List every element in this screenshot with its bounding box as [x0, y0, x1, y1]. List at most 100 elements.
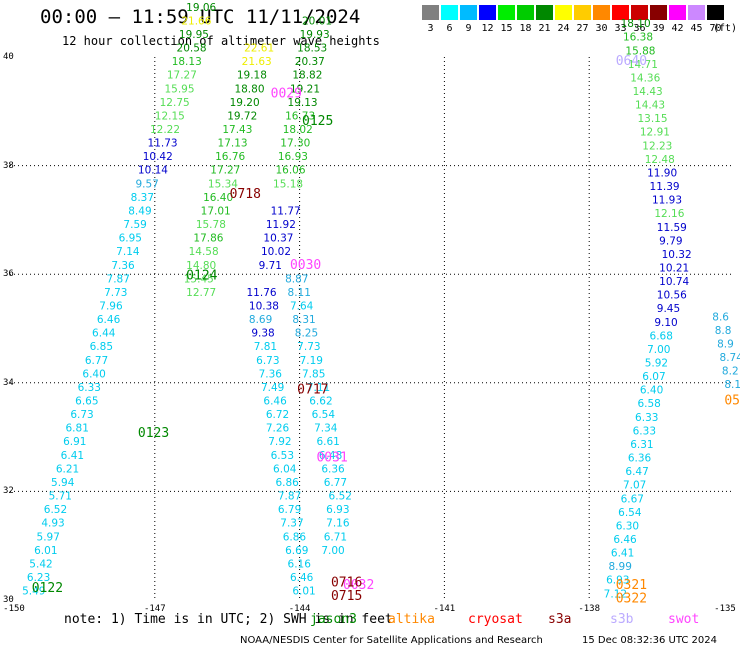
wave-height-value: 15.78 — [196, 219, 226, 231]
legend-swatch — [688, 5, 705, 20]
wave-height-value: 7.19 — [300, 355, 323, 367]
wave-height-value: 7.00 — [321, 545, 344, 557]
satellite-s3b: s3b — [610, 612, 634, 627]
wave-height-value: 11.77 — [271, 205, 301, 217]
wave-height-value: 17.43 — [222, 124, 252, 136]
wave-height-value: 6.54 — [618, 507, 642, 519]
lat-tick-label: 36 — [3, 269, 14, 280]
wave-height-value: 19.21 — [290, 83, 320, 95]
wave-height-value: 6.52 — [44, 504, 67, 516]
wave-height-value: 19.20 — [230, 97, 260, 109]
wave-height-value: 7.85 — [302, 368, 325, 380]
legend-label: 24 — [557, 23, 570, 34]
wave-height-value: 10.56 — [657, 290, 687, 302]
credit-line: NOAA/NESDIS Center for Satellite Applica… — [240, 635, 543, 646]
wave-height-value: 8.69 — [249, 314, 272, 326]
legend-label: 6 — [446, 23, 453, 34]
wave-height-value: 6.33 — [633, 425, 656, 437]
wave-height-value: 6.58 — [637, 398, 660, 410]
wave-height-value: 12.23 — [642, 140, 672, 152]
wave-height-value: 9.79 — [659, 235, 682, 247]
wave-height-value: 7.36 — [111, 260, 135, 272]
wave-height-value: 14.36 — [630, 72, 660, 84]
wave-height-value: 8.31 — [292, 314, 315, 326]
wave-height-value: 17.27 — [167, 70, 197, 82]
legend-label: 70 — [709, 23, 722, 34]
wave-height-value: 8.49 — [128, 205, 151, 217]
wave-height-value: 8.2 — [722, 366, 739, 378]
wave-height-value: 10.21 — [659, 262, 689, 274]
wave-height-value: 14.80 — [186, 260, 216, 272]
wave-height-value: 8.74 — [720, 352, 740, 364]
wave-height-value: 15.45 — [184, 273, 214, 285]
wave-height-value: 7.00 — [647, 344, 670, 356]
wave-height-value: 18.80 — [234, 83, 264, 95]
wave-height-value: 14.43 — [633, 86, 663, 98]
wave-height-value: 17.86 — [193, 233, 223, 245]
wave-height-value: 10.02 — [261, 246, 291, 258]
wave-height-value: 4.93 — [41, 518, 64, 530]
wave-height-value: 12.75 — [160, 97, 190, 109]
wave-height-value: 6.62 — [309, 396, 332, 408]
lat-tick-label: 30 — [3, 595, 14, 605]
wave-height-value: 7.96 — [99, 300, 123, 312]
legend-swatch — [631, 5, 648, 20]
legend-label: 12 — [481, 23, 494, 34]
wave-height-value: 6.81 — [66, 423, 89, 435]
wave-height-value: 7.87 — [107, 273, 130, 285]
satellite-s3a: s3a — [548, 612, 572, 627]
legend-label: 21 — [538, 23, 551, 34]
wave-height-value: 6.48 — [319, 450, 342, 462]
legend-label: 39 — [652, 23, 665, 34]
wave-height-value: 6.41 — [611, 548, 634, 560]
legend-label: 45 — [690, 23, 703, 34]
wave-height-value: 6.41 — [61, 450, 84, 462]
wave-height-value: 6.47 — [625, 466, 648, 478]
wave-height-value: 17.13 — [218, 138, 248, 150]
legend-label: 3 — [427, 23, 434, 34]
legend-swatch — [650, 5, 667, 20]
pass-label: 0029 — [271, 87, 302, 102]
wave-height-value: 10.74 — [659, 276, 689, 288]
wave-height-value: 6.01 — [34, 545, 57, 557]
wave-height-value: 19.06 — [186, 2, 216, 14]
wave-height-value: 6.86 — [275, 477, 299, 489]
wave-height-value: 10.38 — [249, 300, 279, 312]
wave-height-value: 6.46 — [290, 572, 314, 584]
pass-label: 0717 — [297, 383, 328, 398]
wave-height-value: 6.93 — [326, 504, 349, 516]
wave-height-value: 6.68 — [650, 330, 673, 342]
wave-height-value: 6.53 — [271, 450, 294, 462]
wave-height-value: 20.37 — [295, 56, 325, 68]
wave-height-value: 7.36 — [259, 368, 283, 380]
lon-tick-label: -138 — [578, 604, 601, 614]
legend-swatch — [498, 5, 515, 20]
pass-label: 05 — [724, 394, 740, 409]
wave-height-value: 9.57 — [135, 178, 158, 190]
wave-height-value: 16.40 — [203, 192, 233, 204]
wave-height-value: 6.65 — [75, 396, 98, 408]
legend-label: 33 — [614, 23, 627, 34]
wave-height-value: 6.73 — [256, 355, 279, 367]
wave-height-value: 19.72 — [227, 110, 257, 122]
pass-label: 0321 — [616, 578, 647, 593]
lat-tick-label: 32 — [3, 486, 14, 497]
legend-label: 9 — [465, 23, 472, 34]
wave-height-value: 6.46 — [613, 534, 637, 546]
wave-height-value: 16.73 — [285, 110, 315, 122]
page-subtitle: 12 hour collection of altimeter wave hei… — [62, 34, 380, 48]
wave-height-value: 6.61 — [316, 436, 339, 448]
wave-height-value: 11.93 — [652, 195, 682, 207]
altimeter-tracks: 5.496.235.426.015.974.936.525.715.946.21… — [22, 0, 740, 600]
wave-height-value: 15.95 — [164, 83, 194, 95]
satellite-swot: swot — [668, 612, 700, 627]
wave-height-value: 6.01 — [292, 586, 315, 598]
pass-label: 0640 — [616, 54, 647, 69]
lat-lon-grid — [10, 57, 734, 600]
wave-height-value: 6.33 — [78, 382, 101, 394]
wave-height-value: 7.16 — [326, 518, 350, 530]
legend-label: 27 — [576, 23, 589, 34]
wave-height-value: 18.53 — [297, 43, 327, 55]
pass-label: 0122 — [32, 581, 63, 596]
